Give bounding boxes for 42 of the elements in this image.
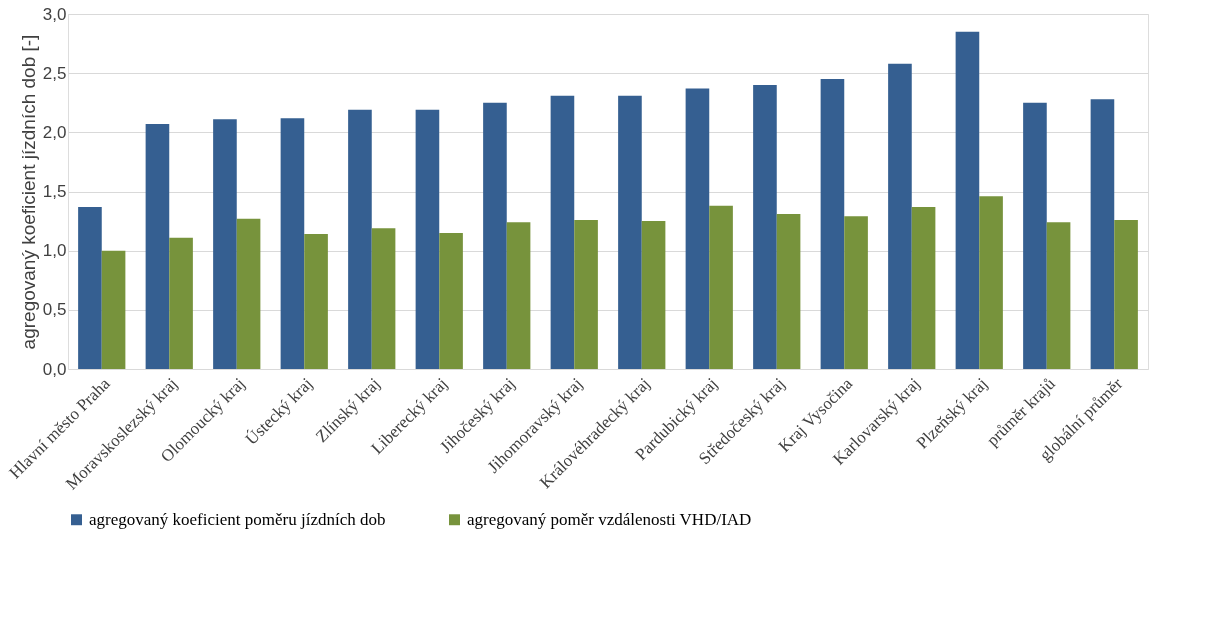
legend-label: agregovaný koeficient poměru jízdních dob	[89, 509, 386, 529]
legend-label: agregovaný poměr vzdálenosti VHD/IAD	[467, 509, 752, 529]
y-axis-title: agregovaný koeficient jízdních dob [-]	[17, 34, 39, 350]
bar	[169, 237, 193, 369]
y-tick-label: 2,5	[42, 63, 67, 83]
bar	[415, 109, 440, 369]
y-tick-label: 1,0	[42, 241, 67, 261]
bar	[955, 31, 980, 369]
bar	[304, 234, 328, 369]
bar	[911, 206, 936, 369]
bar	[618, 95, 642, 369]
y-tick-label: 0,0	[42, 359, 67, 379]
y-tick-label: 1,5	[42, 182, 67, 201]
bar	[1023, 102, 1047, 369]
bar	[1046, 222, 1071, 369]
bar	[709, 205, 733, 369]
bar	[371, 228, 396, 369]
bar	[78, 206, 102, 369]
bar	[979, 196, 1003, 369]
bar	[888, 63, 912, 369]
bar	[280, 118, 305, 369]
bar	[776, 213, 801, 369]
bar	[753, 85, 777, 369]
bar	[483, 102, 507, 369]
bar	[1090, 99, 1115, 369]
bar	[439, 232, 463, 369]
bar	[348, 109, 372, 369]
bar	[820, 79, 845, 369]
bar	[550, 95, 575, 369]
bar	[574, 219, 598, 369]
bar	[641, 221, 666, 369]
bar	[145, 124, 170, 369]
bar	[236, 218, 261, 369]
y-tick-label: 3,0	[42, 4, 67, 24]
y-tick-label: 0,5	[42, 300, 67, 320]
bar	[1114, 219, 1138, 369]
bar	[506, 222, 531, 369]
bar	[844, 216, 868, 369]
bar	[685, 88, 710, 369]
bar	[101, 250, 126, 369]
y-tick-label: 2,0	[42, 122, 67, 142]
bar	[213, 119, 237, 369]
